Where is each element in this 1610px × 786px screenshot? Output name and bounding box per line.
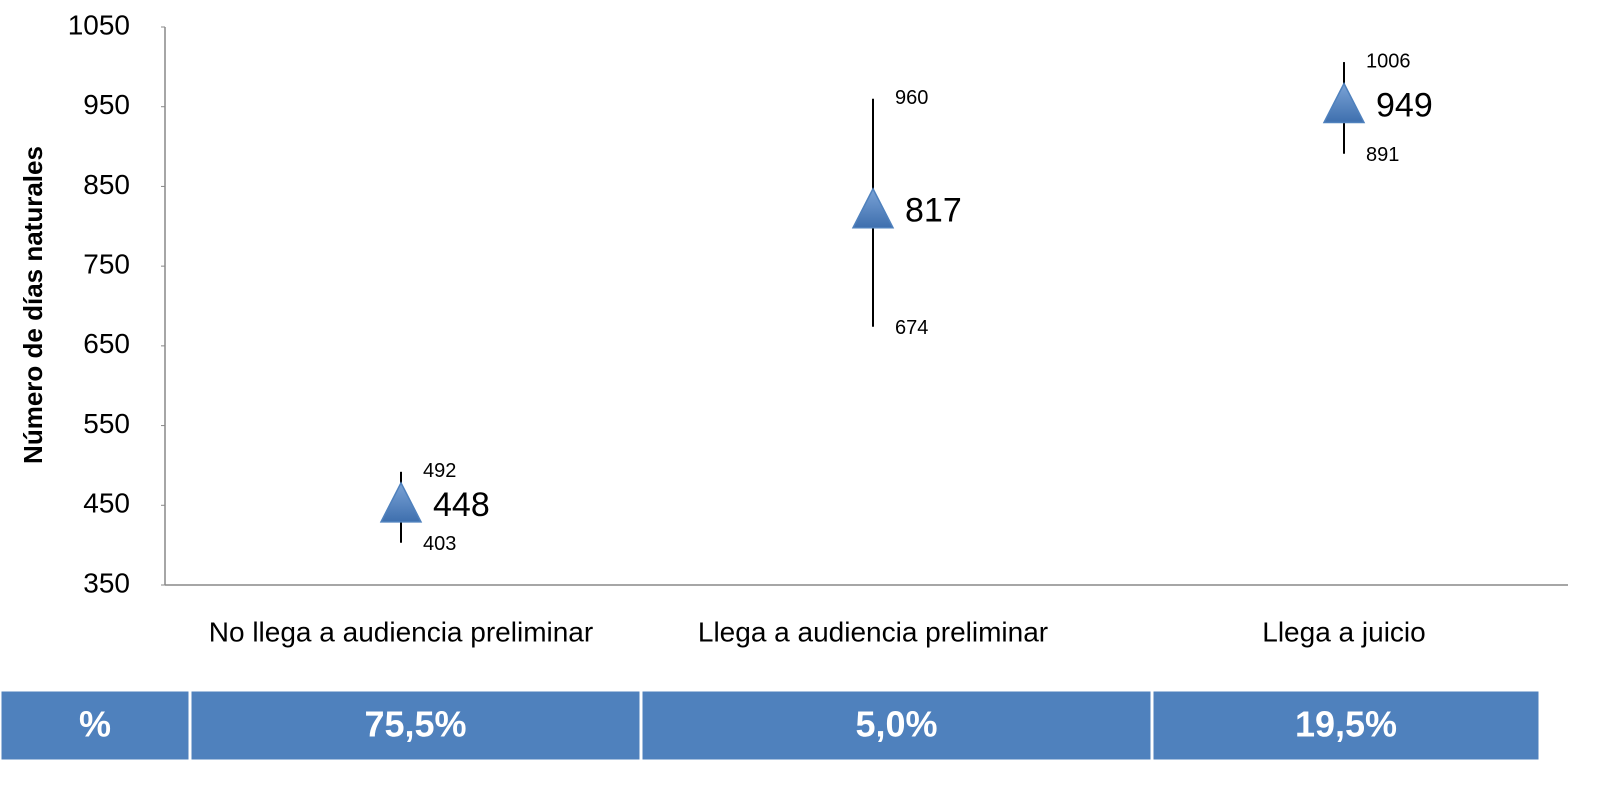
y-tick-label: 350 [83, 567, 130, 598]
table-cell [1150, 688, 1542, 763]
marker [851, 187, 895, 229]
table-cell-text: 75,5% [364, 704, 466, 745]
y-tick-label: 850 [83, 169, 130, 200]
high-label: 492 [423, 460, 456, 482]
high-label: 1006 [1366, 50, 1411, 72]
low-label: 891 [1366, 144, 1399, 166]
value-label: 448 [433, 486, 490, 524]
low-label: 403 [423, 533, 456, 555]
high-label: 960 [895, 87, 928, 109]
y-tick-label: 550 [83, 408, 130, 439]
x-tick-label: No llega a audiencia preliminar [209, 616, 593, 647]
table-cell [188, 688, 643, 763]
x-tick-label: Llega a audiencia preliminar [698, 616, 1048, 647]
value-label: 817 [905, 192, 962, 230]
table-cell-text: 19,5% [1295, 704, 1397, 745]
y-tick-label: 750 [83, 249, 130, 280]
y-tick-label: 950 [83, 89, 130, 120]
marker [1322, 81, 1366, 124]
y-tick-label: 1050 [68, 9, 130, 40]
y-tick-label: 650 [83, 328, 130, 359]
y-tick-label: 450 [83, 488, 130, 519]
table-cell-text: 5,0% [855, 704, 937, 745]
low-label: 674 [895, 317, 928, 339]
table-cell-text: % [79, 704, 111, 745]
x-tick-label: Llega a juicio [1262, 616, 1425, 647]
y-axis-label: Número de días naturales [18, 146, 48, 464]
table-cell [0, 688, 192, 763]
marker [379, 481, 423, 523]
value-label: 949 [1376, 86, 1433, 124]
